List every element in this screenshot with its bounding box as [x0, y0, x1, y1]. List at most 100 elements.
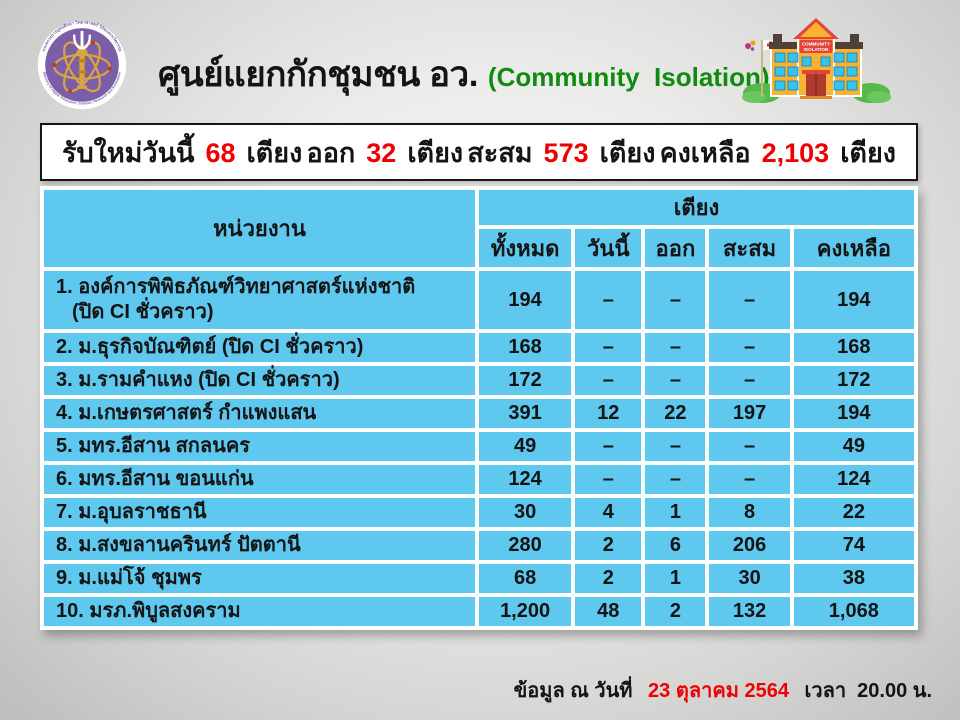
- table-row: 6. มทร.อีสาน ขอนแก่น 124 – – – 124: [44, 465, 914, 494]
- agency-cell: 10. มรภ.พิบูลสงคราม: [44, 597, 475, 626]
- summary-value: 2,103: [761, 137, 830, 168]
- out-cell: 2: [645, 597, 706, 626]
- table-row: 1. องค์การพิพิธภัณฑ์วิทยาศาสตร์แห่งชาติ …: [44, 271, 914, 329]
- community-isolation-building-icon: COMMUNITY ISOLATION: [742, 18, 891, 103]
- remaining-cell: 194: [793, 271, 914, 329]
- total-cell: 49: [479, 432, 572, 461]
- table-row: 4. ม.เกษตรศาสตร์ กำแพงแสน 391 12 22 197 …: [44, 399, 914, 428]
- column-header-cumulative: สะสม: [709, 229, 790, 267]
- agency-cell: 3. ม.รามคำแหง (ปิด CI ชั่วคราว): [44, 366, 475, 395]
- agency-name: 1. องค์การพิพิธภัณฑ์วิทยาศาสตร์แห่งชาติ: [56, 276, 416, 298]
- today-cell: –: [575, 366, 642, 395]
- trident-icon: [72, 30, 92, 89]
- total-cell: 1,200: [479, 597, 572, 626]
- out-cell: –: [645, 432, 706, 461]
- cumulative-cell: 206: [709, 531, 790, 560]
- out-cell: 6: [645, 531, 706, 560]
- total-cell: 168: [479, 333, 572, 362]
- out-cell: –: [645, 366, 706, 395]
- table-row: 7. ม.อุบลราชธานี 30 4 1 8 22: [44, 498, 914, 527]
- remaining-cell: 49: [793, 432, 914, 461]
- cumulative-cell: –: [709, 465, 790, 494]
- data-as-of-note: ข้อมูล ณ วันที่ 23 ตุลาคม 2564 เวลา 20.0…: [514, 674, 932, 706]
- summary-value: 573: [543, 137, 589, 168]
- agency-cell: 5. มทร.อีสาน สกลนคร: [44, 432, 475, 461]
- beds-table: หน่วยงาน เตียง ทั้งหมด วันนี้ ออก สะสม ค…: [40, 186, 918, 630]
- agency-cell: 8. ม.สงขลานครินทร์ ปัตตานี: [44, 531, 475, 560]
- agency-cell: 6. มทร.อีสาน ขอนแก่น: [44, 465, 475, 494]
- door-icon: [800, 70, 832, 99]
- summary-value: 32: [366, 137, 397, 168]
- column-header-remaining: คงเหลือ: [793, 229, 914, 267]
- today-cell: 2: [575, 564, 642, 593]
- page-title-english: (Community Isolation): [487, 62, 770, 92]
- total-cell: 280: [479, 531, 572, 560]
- footer-prefix: ข้อมูล ณ วันที่: [513, 680, 633, 702]
- table-row: 2. ม.ธุรกิจบัณฑิตย์ (ปิด CI ชั่วคราว) 16…: [44, 333, 914, 362]
- column-header-agency: หน่วยงาน: [44, 190, 475, 267]
- out-cell: –: [645, 465, 706, 494]
- building-sign-line2: ISOLATION: [804, 47, 829, 52]
- column-header-out: ออก: [645, 229, 706, 267]
- summary-unit: เตียง: [840, 137, 896, 168]
- today-cell: –: [575, 465, 642, 494]
- remaining-cell: 194: [793, 399, 914, 428]
- cumulative-cell: –: [709, 432, 790, 461]
- out-cell: 1: [645, 564, 706, 593]
- windows-icon: [774, 52, 858, 91]
- agency-cell: 7. ม.อุบลราชธานี: [44, 498, 475, 527]
- summary-label: คงเหลือ: [659, 137, 751, 168]
- out-cell: –: [645, 271, 706, 329]
- total-cell: 172: [479, 366, 572, 395]
- total-cell: 68: [479, 564, 572, 593]
- out-cell: –: [645, 333, 706, 362]
- today-cell: –: [575, 271, 642, 329]
- total-cell: 391: [479, 399, 572, 428]
- footer-date: 23 ตุลาคม 2564: [648, 680, 789, 702]
- remaining-cell: 1,068: [793, 597, 914, 626]
- today-cell: 2: [575, 531, 642, 560]
- column-header-beds: เตียง: [479, 190, 914, 225]
- today-cell: 4: [575, 498, 642, 527]
- page-title-thai: ศูนย์แยกกักชุมชน อว.: [158, 55, 478, 94]
- cumulative-cell: 132: [709, 597, 790, 626]
- electron-dots-icon: [52, 40, 112, 93]
- table-row: 3. ม.รามคำแหง (ปิด CI ชั่วคราว) 172 – – …: [44, 366, 914, 395]
- agency-name-line2: (ปิด CI ชั่วคราว): [72, 301, 214, 323]
- agency-cell: 9. ม.แม่โจ้ ชุมพร: [44, 564, 475, 593]
- summary-new-today: รับใหม่วันนี้ 68 เตียง: [62, 131, 302, 174]
- building-sign-line1: COMMUNITY: [802, 42, 830, 47]
- summary-cumulative: สะสม 573 เตียง: [467, 131, 655, 174]
- summary-label: สะสม: [467, 137, 533, 168]
- summary-discharged: ออก 32 เตียง: [307, 131, 464, 174]
- summary-label: รับใหม่วันนี้: [62, 137, 195, 168]
- summary-unit: เตียง: [407, 137, 464, 168]
- summary-unit: เตียง: [599, 137, 656, 168]
- cumulative-cell: –: [709, 333, 790, 362]
- mini-logo-icon: [745, 40, 756, 51]
- table-row: 5. มทร.อีสาน สกลนคร 49 – – – 49: [44, 432, 914, 461]
- total-cell: 30: [479, 498, 572, 527]
- agency-cell: 2. ม.ธุรกิจบัณฑิตย์ (ปิด CI ชั่วคราว): [44, 333, 475, 362]
- agency-cell: 4. ม.เกษตรศาสตร์ กำแพงแสน: [44, 399, 475, 428]
- table-row: 8. ม.สงขลานครินทร์ ปัตตานี 280 2 6 206 7…: [44, 531, 914, 560]
- cumulative-cell: 197: [709, 399, 790, 428]
- beds-table-container: หน่วยงาน เตียง ทั้งหมด วันนี้ ออก สะสม ค…: [40, 186, 918, 630]
- summary-remaining: คงเหลือ 2,103 เตียง: [660, 131, 896, 174]
- remaining-cell: 22: [793, 498, 914, 527]
- remaining-cell: 74: [793, 531, 914, 560]
- remaining-cell: 172: [793, 366, 914, 395]
- remaining-cell: 38: [793, 564, 914, 593]
- summary-unit: เตียง: [246, 137, 303, 168]
- cumulative-cell: 8: [709, 498, 790, 527]
- column-header-today: วันนี้: [575, 229, 642, 267]
- cumulative-cell: –: [709, 366, 790, 395]
- page-title: ศูนย์แยกกักชุมชน อว. (Community Isolation…: [158, 47, 770, 102]
- mhesi-logo-icon: กระทรวงการอุดมศึกษา วิทยาศาสตร์ วิจัยและ…: [37, 19, 127, 110]
- summary-value: 68: [205, 137, 236, 168]
- today-cell: –: [575, 432, 642, 461]
- today-cell: 48: [575, 597, 642, 626]
- cumulative-cell: –: [709, 271, 790, 329]
- total-cell: 124: [479, 465, 572, 494]
- remaining-cell: 124: [793, 465, 914, 494]
